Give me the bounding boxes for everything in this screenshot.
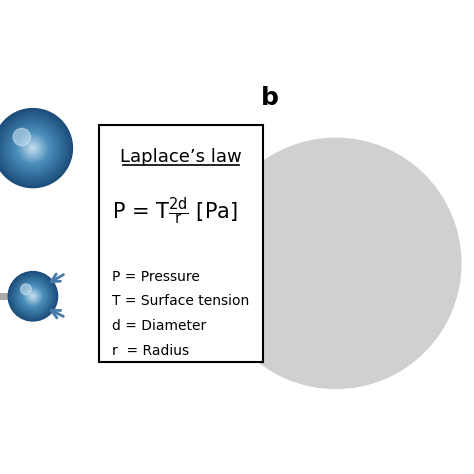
Circle shape — [27, 290, 39, 302]
Circle shape — [13, 128, 30, 146]
Circle shape — [11, 274, 55, 318]
Circle shape — [32, 147, 34, 149]
Circle shape — [22, 137, 44, 159]
Circle shape — [2, 118, 64, 179]
Circle shape — [14, 278, 52, 315]
Circle shape — [16, 279, 50, 313]
Circle shape — [30, 294, 36, 299]
Text: P = Pressure: P = Pressure — [112, 270, 200, 283]
Circle shape — [25, 288, 41, 304]
Circle shape — [0, 114, 67, 182]
Circle shape — [9, 272, 57, 320]
Circle shape — [18, 133, 48, 163]
Circle shape — [20, 135, 46, 161]
Circle shape — [17, 132, 49, 164]
Circle shape — [20, 284, 31, 295]
Circle shape — [4, 119, 62, 177]
Circle shape — [3, 118, 63, 178]
Circle shape — [0, 112, 68, 183]
Circle shape — [14, 277, 52, 315]
Circle shape — [30, 145, 36, 151]
Text: d = Diameter: d = Diameter — [112, 319, 206, 333]
Circle shape — [32, 295, 34, 298]
Circle shape — [14, 129, 52, 167]
Circle shape — [27, 142, 39, 154]
Circle shape — [23, 138, 43, 158]
Circle shape — [5, 120, 61, 176]
Circle shape — [8, 123, 58, 173]
Circle shape — [19, 283, 46, 310]
Circle shape — [18, 282, 48, 311]
Circle shape — [0, 110, 71, 186]
Circle shape — [25, 140, 41, 156]
Circle shape — [17, 280, 49, 312]
Circle shape — [20, 284, 45, 309]
Circle shape — [19, 134, 47, 162]
Circle shape — [22, 285, 44, 307]
Circle shape — [28, 143, 38, 153]
Circle shape — [29, 292, 36, 300]
Circle shape — [16, 280, 50, 313]
Circle shape — [13, 128, 53, 168]
Circle shape — [7, 122, 59, 174]
Circle shape — [10, 273, 56, 319]
Circle shape — [28, 292, 38, 301]
Circle shape — [10, 126, 55, 171]
Circle shape — [9, 273, 56, 319]
Circle shape — [16, 131, 50, 165]
Circle shape — [18, 281, 48, 312]
Circle shape — [21, 136, 45, 160]
Circle shape — [210, 138, 461, 388]
Circle shape — [27, 291, 38, 302]
Circle shape — [12, 128, 54, 169]
Circle shape — [21, 284, 45, 308]
Circle shape — [11, 127, 55, 170]
Circle shape — [12, 275, 54, 317]
Circle shape — [23, 286, 43, 306]
Circle shape — [29, 144, 37, 152]
Circle shape — [8, 272, 58, 321]
Circle shape — [26, 141, 40, 155]
Circle shape — [30, 293, 36, 300]
Circle shape — [0, 109, 72, 187]
Circle shape — [15, 278, 51, 314]
Text: r  = Radius: r = Radius — [112, 344, 189, 357]
Circle shape — [0, 116, 65, 181]
Circle shape — [24, 139, 42, 157]
Circle shape — [24, 288, 42, 305]
Circle shape — [31, 294, 35, 298]
Circle shape — [0, 115, 66, 182]
Circle shape — [0, 109, 73, 188]
Circle shape — [9, 124, 56, 172]
Circle shape — [0, 111, 70, 185]
Circle shape — [28, 292, 37, 301]
Circle shape — [15, 130, 51, 166]
Circle shape — [26, 289, 40, 304]
Circle shape — [13, 276, 53, 316]
Circle shape — [31, 146, 35, 150]
Circle shape — [18, 282, 47, 310]
Text: b: b — [261, 86, 279, 109]
Circle shape — [32, 296, 34, 297]
Circle shape — [1, 117, 64, 180]
Bar — [99, 125, 264, 362]
Circle shape — [26, 290, 40, 303]
Text: T = Surface tension: T = Surface tension — [112, 294, 249, 308]
Circle shape — [12, 276, 53, 317]
Text: P = T$\mathregular{\frac{2d}{r}}$ [Pa]: P = T$\mathregular{\frac{2d}{r}}$ [Pa] — [112, 195, 238, 227]
Circle shape — [20, 283, 46, 309]
Circle shape — [22, 286, 44, 307]
Circle shape — [11, 274, 55, 319]
Circle shape — [6, 121, 60, 175]
Circle shape — [24, 287, 42, 306]
Text: Laplace’s law: Laplace’s law — [120, 148, 242, 166]
